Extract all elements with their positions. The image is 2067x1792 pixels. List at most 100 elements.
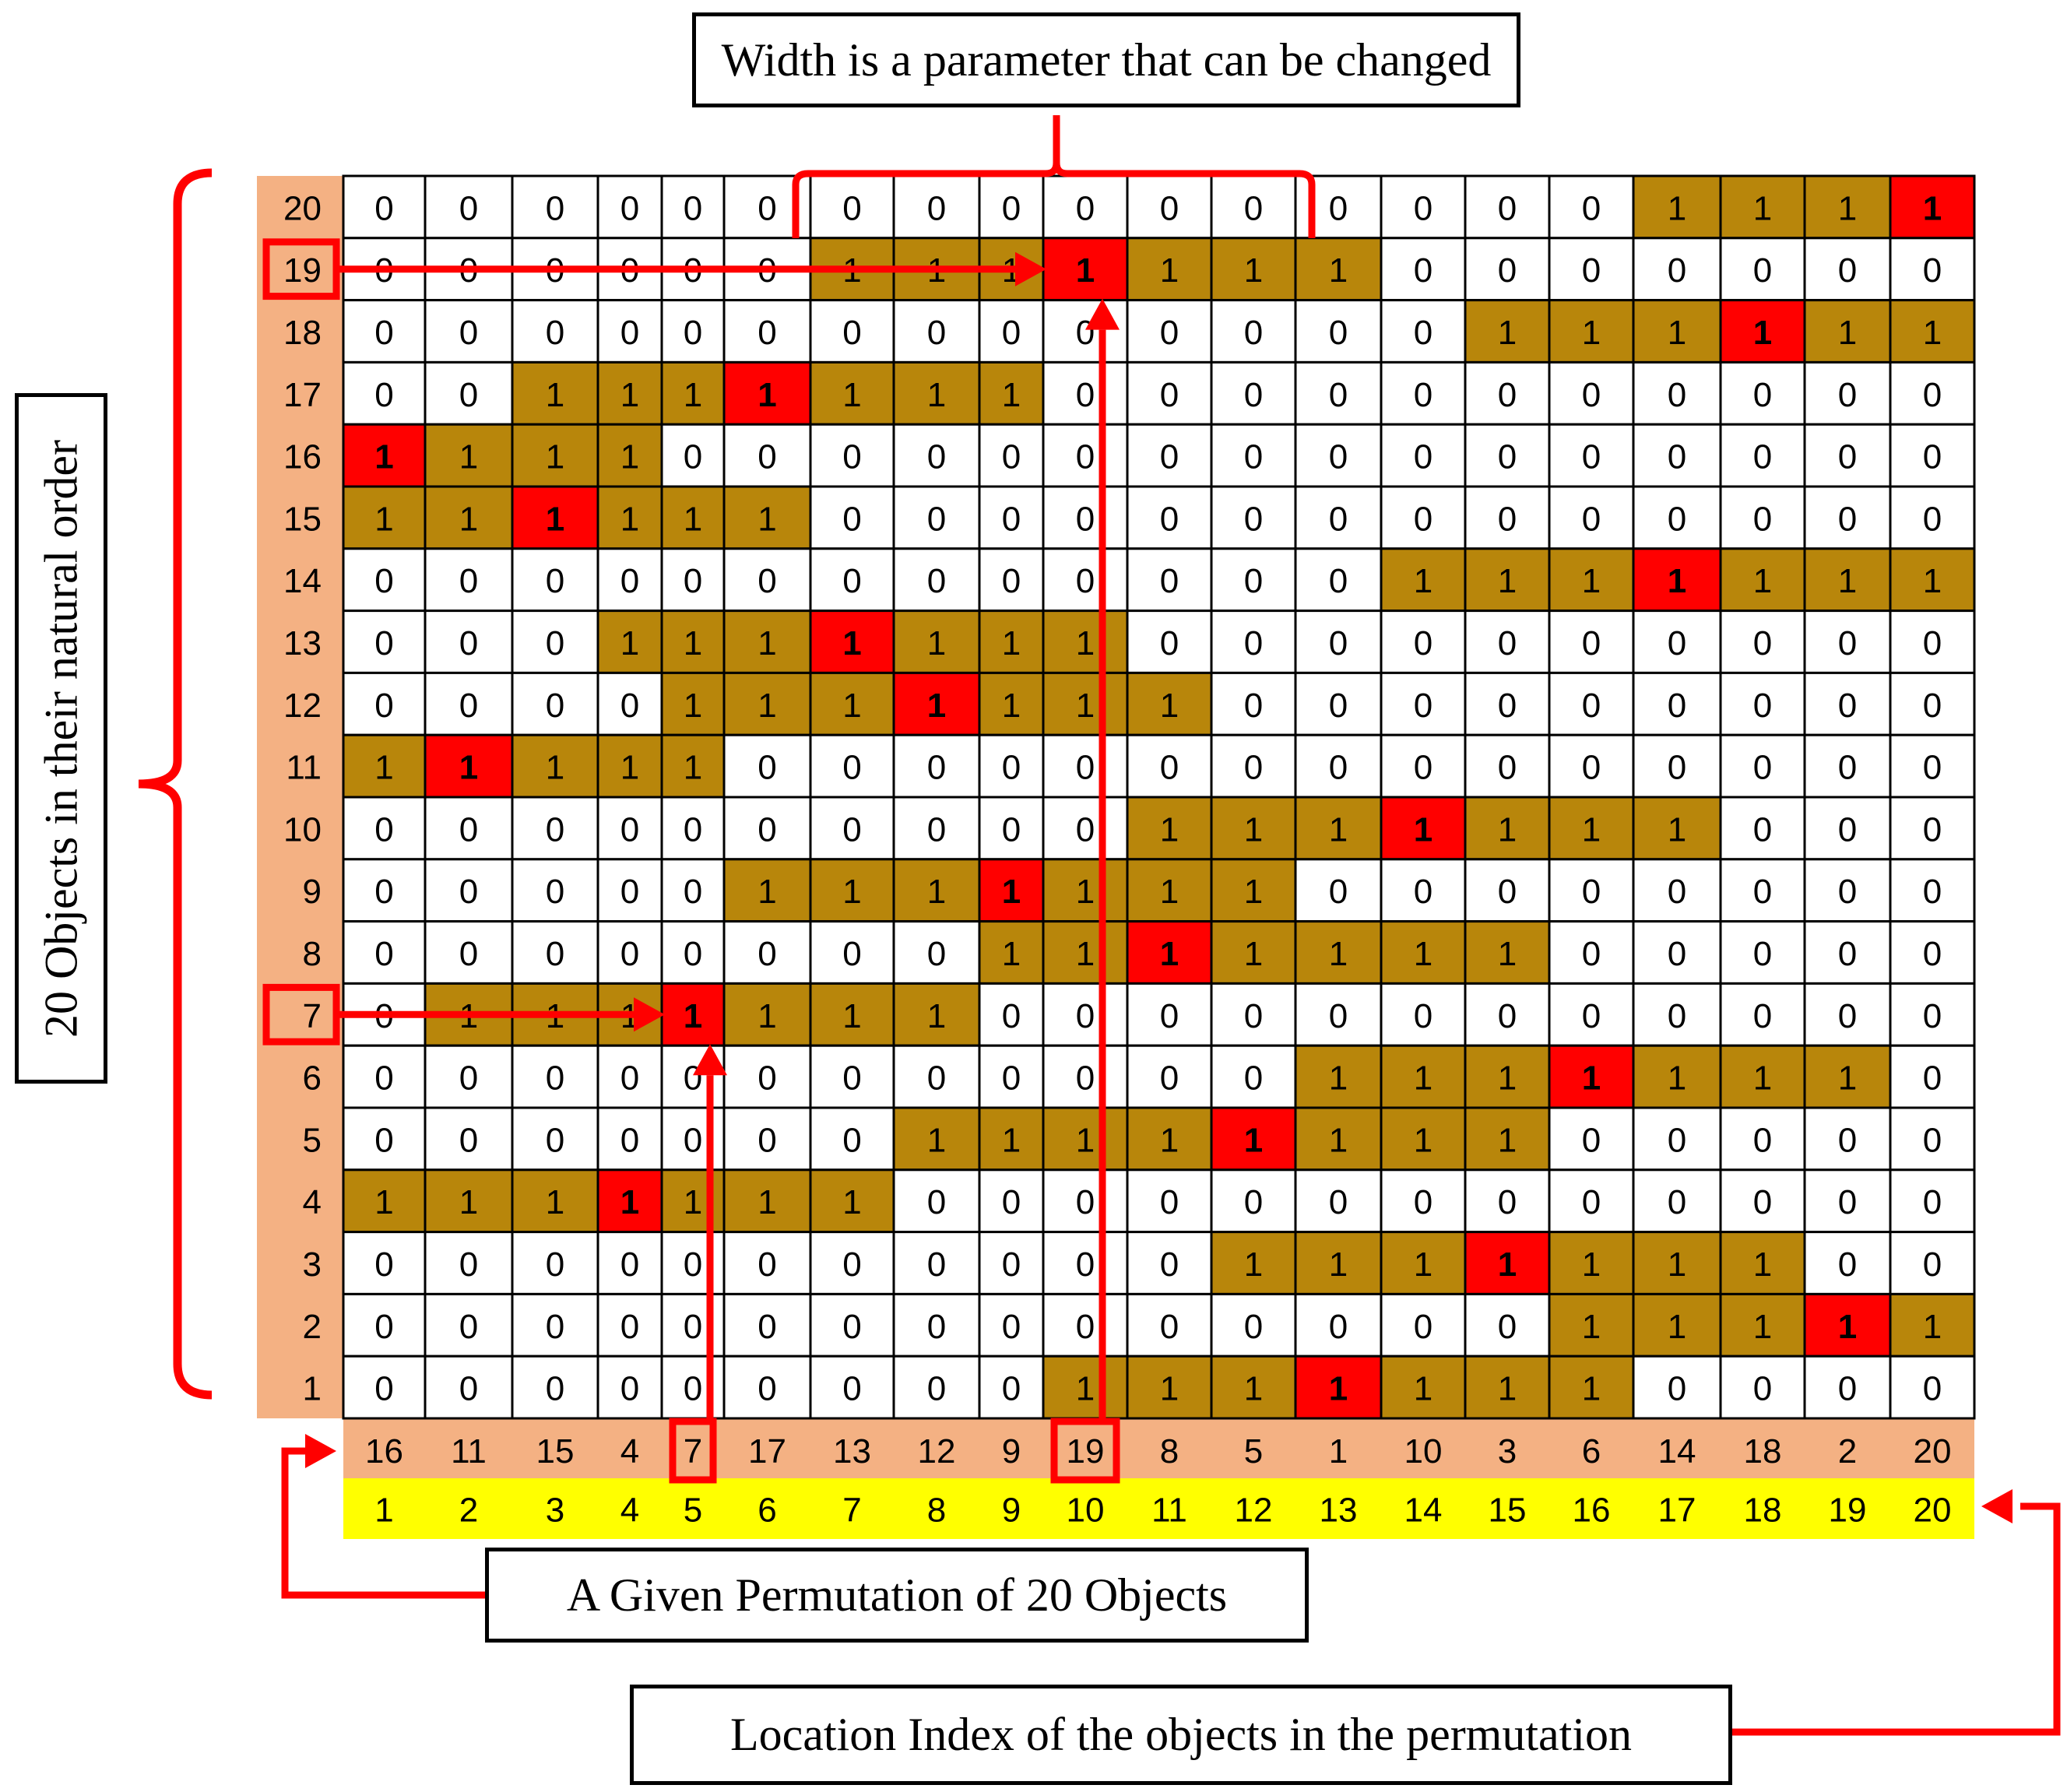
matrix-cell xyxy=(1464,547,1551,613)
diagonal-cell xyxy=(1294,1355,1383,1420)
diagonal-cell xyxy=(1803,1292,1892,1358)
cell-value: 0 xyxy=(1160,500,1179,538)
location-index-text: Location Index of the objects in the per… xyxy=(730,1709,1632,1760)
cell-value: 0 xyxy=(1582,251,1601,290)
cell-value: 1 xyxy=(620,500,639,538)
cell-value: 1 xyxy=(1668,1308,1686,1346)
cell-value: 0 xyxy=(546,1370,564,1408)
cell-value: 0 xyxy=(1414,189,1432,227)
cell-value: 0 xyxy=(1582,438,1601,476)
matrix-cell xyxy=(660,1168,726,1234)
location-index-value: 20 xyxy=(1914,1492,1952,1530)
cell-value: 0 xyxy=(374,189,393,227)
cell-value: 0 xyxy=(758,562,776,600)
cell-value: 1 xyxy=(459,749,478,787)
matrix-cell xyxy=(1632,360,1722,426)
cell-value: 0 xyxy=(927,1183,946,1221)
cell-value: 0 xyxy=(758,1121,776,1159)
cell-value: 0 xyxy=(1923,624,1942,662)
matrix-cell xyxy=(1294,671,1383,736)
cell-value: 0 xyxy=(1668,438,1686,476)
cell-value: 0 xyxy=(374,1246,393,1284)
cell-value: 0 xyxy=(842,1246,861,1284)
cell-value: 0 xyxy=(1582,935,1601,973)
cell-value: 1 xyxy=(927,376,946,414)
cell-value: 1 xyxy=(1498,935,1517,973)
cell-value: 1 xyxy=(927,624,946,662)
cell-value: 1 xyxy=(1002,935,1021,973)
matrix-cell xyxy=(1210,982,1297,1047)
cell-value: 0 xyxy=(459,687,478,725)
cell-value: 0 xyxy=(1753,251,1772,290)
matrix-cell xyxy=(892,423,981,488)
cell-value: 1 xyxy=(842,376,861,414)
cell-value: 0 xyxy=(1002,1370,1021,1408)
row-label-12: 12 xyxy=(283,687,322,725)
cell-value: 1 xyxy=(758,873,776,911)
matrix-cell xyxy=(1632,485,1722,550)
width-brace xyxy=(792,115,1316,238)
cell-value: 0 xyxy=(758,749,776,787)
cell-value: 0 xyxy=(1582,1121,1601,1159)
row-label-2: 2 xyxy=(303,1308,322,1346)
matrix-cell xyxy=(424,796,514,861)
cell-value: 0 xyxy=(1414,1183,1432,1221)
cell-value: 1 xyxy=(1076,687,1095,725)
cell-value: 0 xyxy=(1244,314,1263,352)
matrix-cell xyxy=(1464,237,1551,302)
cell-value: 0 xyxy=(620,935,639,973)
matrix-cell xyxy=(1889,671,1976,736)
matrix-cell xyxy=(1464,671,1551,736)
matrix-cell xyxy=(809,299,895,364)
cell-value: 0 xyxy=(374,1059,393,1098)
cell-value: 0 xyxy=(1160,997,1179,1035)
cell-value: 0 xyxy=(1329,749,1348,787)
cell-value: 0 xyxy=(1002,1183,1021,1221)
cell-value: 1 xyxy=(1414,562,1432,600)
matrix-cell xyxy=(596,920,663,985)
permutation-value: 6 xyxy=(1582,1432,1601,1470)
cell-value: 1 xyxy=(1668,810,1686,849)
matrix-cell xyxy=(1548,982,1635,1047)
row-label-19: 19 xyxy=(283,251,322,290)
matrix-cell xyxy=(596,1231,663,1295)
row-label-11: 11 xyxy=(286,749,322,787)
cell-value: 0 xyxy=(459,935,478,973)
cell-value: 1 xyxy=(758,1183,776,1221)
location-index-value: 7 xyxy=(842,1492,861,1530)
matrix-cell xyxy=(978,982,1045,1047)
cell-value: 0 xyxy=(1076,1183,1095,1221)
cell-value: 0 xyxy=(1244,749,1263,787)
permutation-callout: A Given Permutation of 20 Objects xyxy=(485,1548,1309,1643)
matrix-cell xyxy=(1464,299,1551,364)
cell-value: 0 xyxy=(1329,873,1348,911)
cell-value: 0 xyxy=(927,749,946,787)
matrix-cell xyxy=(1042,547,1129,613)
permutation-value: 15 xyxy=(536,1432,575,1470)
cell-value: 1 xyxy=(1160,251,1179,290)
matrix-cell xyxy=(1042,733,1129,799)
matrix-cell xyxy=(511,1044,599,1109)
permutation-value: 3 xyxy=(1498,1432,1517,1470)
cell-value: 0 xyxy=(374,810,393,849)
cell-value: 0 xyxy=(1923,687,1942,725)
cell-value: 0 xyxy=(1244,500,1263,538)
matrix-cell xyxy=(342,610,427,674)
matrix-cell xyxy=(1294,858,1383,923)
matrix-cell xyxy=(1464,610,1551,674)
cell-value: 0 xyxy=(1160,1308,1179,1346)
cell-value: 0 xyxy=(1668,873,1686,911)
matrix-cell xyxy=(892,299,981,364)
matrix-cell xyxy=(1042,982,1129,1047)
matrix-cell xyxy=(1719,671,1806,736)
cell-value: 0 xyxy=(1002,1308,1021,1346)
cell-value: 0 xyxy=(1244,997,1263,1035)
permutation-value: 13 xyxy=(833,1432,871,1470)
cell-value: 0 xyxy=(842,500,861,538)
cell-value: 1 xyxy=(1002,1121,1021,1159)
cell-value: 0 xyxy=(1923,438,1942,476)
cell-value: 0 xyxy=(1076,749,1095,787)
cell-value: 1 xyxy=(1668,1059,1686,1098)
cell-value: 0 xyxy=(842,1308,861,1346)
matrix-cell xyxy=(1803,920,1892,985)
